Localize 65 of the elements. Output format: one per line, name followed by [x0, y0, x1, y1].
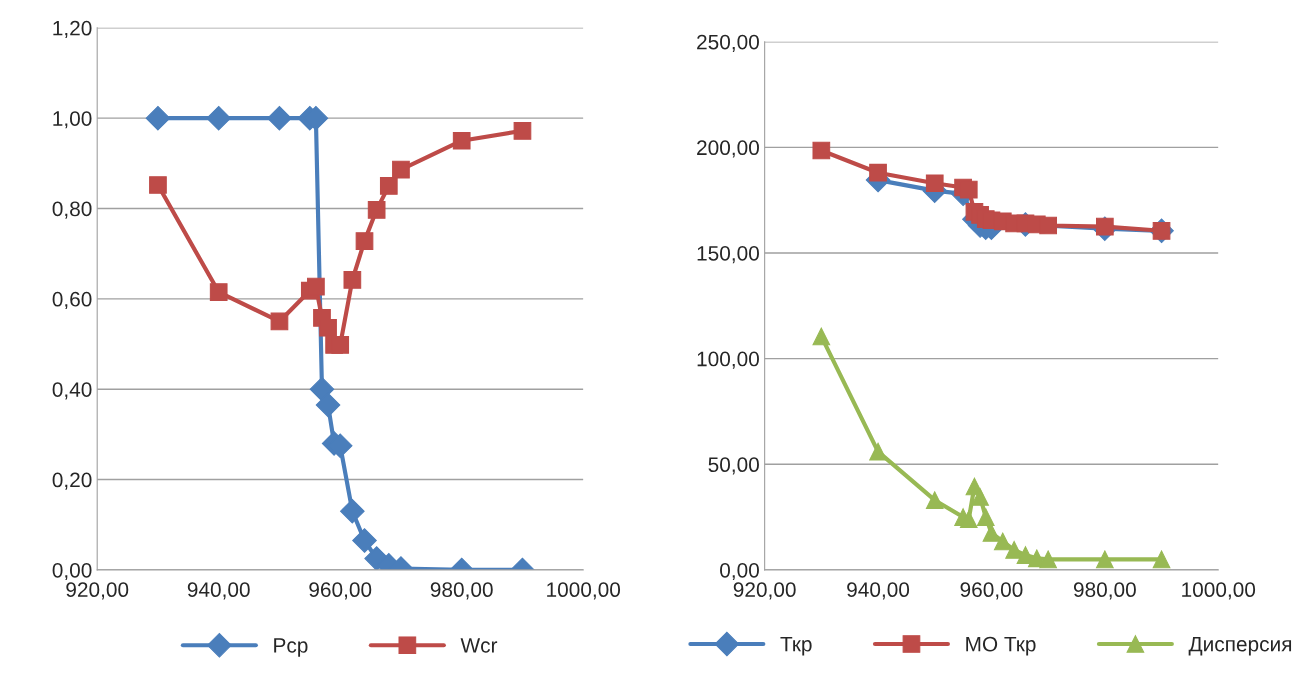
legend-label: МО Ткр — [966, 636, 1036, 656]
point — [343, 271, 362, 289]
point — [925, 174, 944, 193]
y-tick-label: 200,00 — [697, 140, 759, 158]
point — [869, 163, 887, 182]
x-tick-label: 960,00 — [960, 582, 1023, 600]
point — [267, 105, 292, 131]
x-tick-label: 940,00 — [847, 582, 910, 600]
y-tick-label: 0,60 — [52, 291, 92, 310]
point — [145, 105, 171, 131]
x-tick-label: 920,00 — [66, 582, 129, 600]
y-tick-label: 0,80 — [52, 201, 92, 219]
point — [971, 488, 989, 506]
y-tick-label: 0,20 — [52, 472, 92, 490]
y-tick-label: 50,00 — [708, 457, 759, 475]
point — [319, 318, 337, 337]
x-tick-label: 1000,00 — [1182, 582, 1256, 600]
point — [869, 442, 887, 461]
point — [1039, 550, 1057, 569]
point — [812, 141, 831, 160]
point — [355, 232, 374, 250]
point — [352, 528, 377, 553]
x-tick-label: 980,00 — [430, 582, 493, 600]
y-tick-label: 100,00 — [697, 351, 759, 369]
legend-label: Pcp — [274, 638, 308, 657]
x-tick-label: 1000,00 — [547, 582, 621, 600]
point — [976, 508, 995, 526]
point — [1005, 540, 1023, 559]
point — [379, 177, 398, 195]
point — [1095, 550, 1114, 569]
point — [309, 376, 335, 402]
point — [959, 180, 978, 199]
point — [959, 510, 978, 529]
point — [392, 160, 410, 179]
x-tick-label: 940,00 — [187, 582, 250, 600]
point — [206, 105, 232, 131]
point — [367, 201, 386, 219]
x-tick-label: 960,00 — [309, 582, 372, 600]
point — [452, 131, 471, 150]
point — [340, 498, 365, 524]
point — [307, 277, 325, 296]
x-tick-label: 920,00 — [733, 582, 796, 600]
point — [993, 532, 1012, 551]
point — [331, 336, 350, 354]
y-tick-label: 0,40 — [52, 382, 92, 400]
point — [209, 283, 228, 301]
x-tick-label: 980,00 — [1073, 582, 1136, 600]
point — [812, 327, 831, 346]
legend-label: Дисперсия — [1188, 636, 1292, 656]
y-tick-label: 1,00 — [53, 111, 92, 129]
point — [513, 121, 532, 140]
y-tick-label: 0,00 — [720, 562, 759, 581]
point — [1152, 550, 1171, 569]
point — [149, 176, 167, 194]
y-tick-label: 0,00 — [52, 562, 92, 581]
legend-label: Wcr — [460, 638, 498, 653]
point — [1039, 216, 1057, 235]
y-tick-label: 1,20 — [53, 20, 92, 39]
point — [982, 524, 1001, 542]
point — [925, 491, 944, 510]
point — [270, 312, 289, 331]
legend-label: Ткр — [780, 636, 812, 656]
y-tick-label: 250,00 — [697, 34, 759, 52]
y-tick-label: 150,00 — [697, 245, 759, 264]
point — [315, 392, 341, 418]
